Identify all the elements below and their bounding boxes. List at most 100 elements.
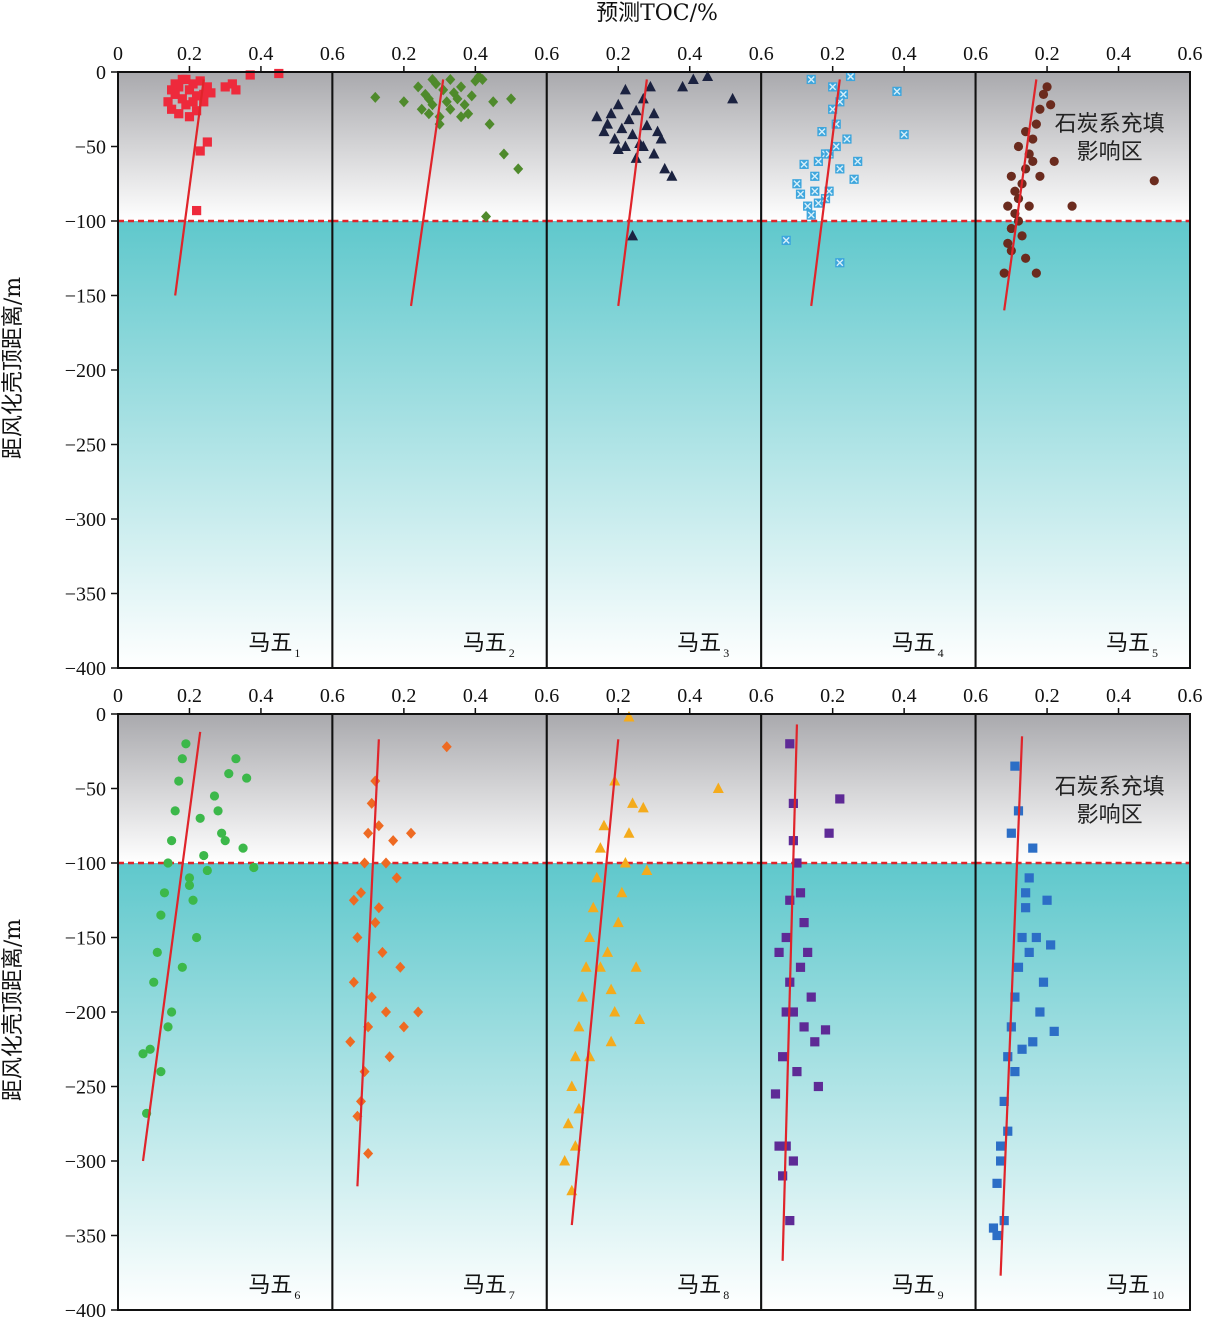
data-point [167,836,177,846]
data-point [831,141,841,152]
panel-label: 马五 [892,1273,936,1298]
data-point [381,1006,391,1018]
trend-line [141,731,202,1162]
data-point [170,806,180,816]
panel-frame [974,713,1191,1311]
data-point [1024,947,1034,957]
data-point [795,888,806,898]
data-point [202,82,212,92]
panel: 0 0.2 0.4 0.6 马五 6 [113,685,345,1311]
data-point [188,79,198,89]
chart-rows: 0 −50 −100 −150 −200 −250 −300 −350 −400 距风化壳顶距离/… [1,43,1203,1319]
x-tick-label: 0.2 [606,43,631,65]
x-tick-label: 0.6 [1178,43,1203,65]
lower-zone [546,221,762,668]
chart-row-2: 0 −50 −100 −150 −200 −250 −300 −350 −400 距风化壳顶距离/… [1,685,1203,1319]
data-point [602,118,614,129]
data-point [1028,843,1038,853]
data-point-cross [836,165,844,173]
data-point [167,85,177,95]
data-point [845,71,856,82]
x-tick-label: 0.4 [1106,685,1131,707]
y-tick-label: −150 [65,286,106,308]
data-point-cross [829,83,837,91]
data-point [227,79,237,89]
data-point [813,156,823,166]
data-point [612,98,624,110]
x-tick-label: 0.2 [177,685,202,707]
panel-label-subscript: 4 [938,646,944,660]
data-point [573,1020,585,1032]
data-point [413,81,424,93]
lower-zone [761,221,976,668]
data-point-cross [811,187,819,195]
panel-label: 马五 [677,631,721,656]
data-point [156,910,166,920]
trend-line [999,736,1024,1276]
data-point [770,1089,781,1099]
x-tick-label: 0.6 [1178,685,1203,707]
data-point [181,739,191,749]
data-point [348,976,359,988]
data-point [395,961,406,973]
data-point [199,97,209,107]
data-point [352,932,363,943]
panel-frame [974,71,1191,669]
data-point [999,1096,1009,1106]
data-point [795,962,806,972]
data-point [174,776,184,786]
data-point [1067,201,1077,211]
data-point [591,110,603,122]
data-point [1046,940,1056,950]
data-point [609,1006,621,1017]
data-point [824,186,834,196]
data-point [1003,1126,1013,1136]
y-axis: 0 −50 −100 −150 −200 −250 −300 −350 −400 [65,704,118,1319]
data-point [623,710,635,722]
upper-zone [975,714,1190,863]
data-point [580,961,592,972]
data-points [770,739,845,1226]
data-point [242,773,252,783]
x-tick-label: 0 [113,685,123,707]
data-point [170,79,180,89]
data-point [594,961,606,972]
x-tick-label: 0.2 [391,685,416,707]
data-point [1035,171,1045,181]
data-point [999,1216,1009,1226]
data-point-cross [807,211,815,219]
data-point [192,932,202,943]
data-point [1038,977,1049,987]
data-point [1028,1037,1038,1047]
data-point [677,80,689,92]
data-point [484,118,495,130]
data-point [163,858,173,868]
data-point [1031,119,1041,129]
data-point [803,201,813,211]
data-point [992,1178,1002,1188]
data-point [616,122,628,134]
x-tick-label: 0.4 [892,685,917,707]
data-point [366,797,377,809]
data-point-cross [854,157,862,165]
zone-label-line1: 石炭系充填 [1055,112,1165,137]
x-tick-label: 0.4 [463,43,488,65]
x-tick-label: 0.2 [820,685,845,707]
data-point [202,137,212,147]
data-point [569,1050,581,1062]
chart-title: 预测TOC/% [596,1,718,26]
data-point [441,741,452,753]
data-point [498,148,509,160]
data-point [892,86,902,96]
data-point-cross [825,187,833,195]
data-point [363,1148,374,1160]
panel: 0.2 0.4 0.6 马五 4 [760,43,988,669]
data-point [427,73,438,85]
data-point [637,801,649,813]
x-tick-label: 0.6 [749,685,774,707]
data-point [213,806,223,816]
data-point [817,127,827,137]
x-tick-label: 0.4 [248,685,273,707]
